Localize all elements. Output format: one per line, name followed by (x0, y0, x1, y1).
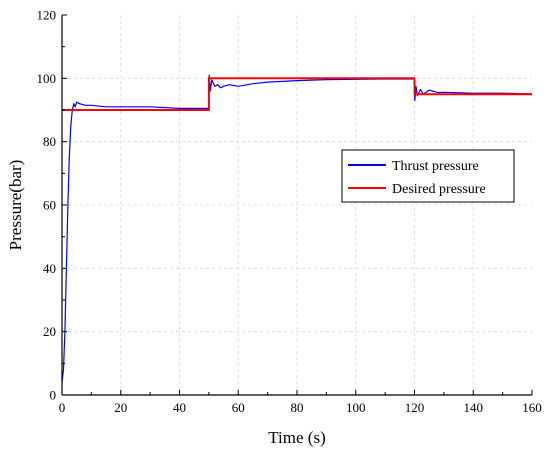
x-axis-label: Time (s) (268, 428, 325, 447)
ticks: 0 20 40 60 80 100 120 140 160 0 20 40 60 80 100 120 (37, 8, 542, 416)
grid (62, 15, 532, 395)
y-tick-label: 80 (43, 134, 56, 149)
y-axis-label: Pressure(bar) (6, 160, 25, 251)
desired-pressure-line (62, 77, 532, 111)
y-tick-label: 40 (43, 261, 56, 276)
x-tick-label: 100 (346, 400, 366, 415)
x-tick-label: 40 (173, 400, 186, 415)
legend-box (341, 149, 515, 203)
x-tick-label: 0 (59, 400, 66, 415)
series-layer (61, 74, 533, 383)
x-tick-label: 20 (114, 400, 127, 415)
x-tick-label: 140 (464, 400, 484, 415)
thrust-pressure-line (61, 74, 533, 383)
x-tick-label: 120 (405, 400, 425, 415)
y-tick-label: 60 (43, 198, 56, 213)
legend-label-desired-pressure: Desired pressure (392, 182, 486, 197)
legend-label-thrust-pressure: Thrust pressure (392, 159, 479, 174)
y-tick-label: 100 (37, 71, 57, 86)
x-tick-label: 160 (522, 400, 542, 415)
y-tick-label: 0 (50, 388, 57, 403)
y-tick-label: 120 (37, 8, 57, 23)
x-tick-label: 80 (291, 400, 304, 415)
x-tick-label: 60 (232, 400, 245, 415)
legend: Thrust pressure Desired pressure (341, 149, 515, 203)
y-tick-label: 20 (43, 324, 56, 339)
